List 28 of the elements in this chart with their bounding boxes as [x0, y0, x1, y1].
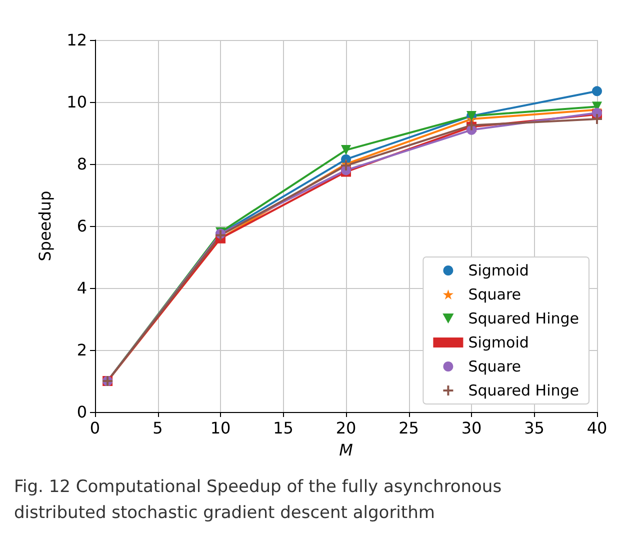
legend-label: Square [468, 286, 522, 304]
x-axis-title: M [339, 440, 354, 460]
y-tick-label: 0 [76, 402, 87, 422]
caption: Fig. 12 Computational Speedup of the fully asynchronous distributed stochastic gradient descent algorithm [14, 476, 503, 525]
x-tick-label: 40 [586, 418, 608, 438]
point [341, 145, 351, 156]
y-tick-label: 10 [66, 92, 87, 112]
x-tick-label: 35 [524, 418, 544, 438]
x-tick-label: 30 [461, 418, 482, 438]
x-tick-label: 25 [398, 418, 419, 438]
x-tick-label: 20 [336, 418, 356, 438]
x-tick-label: 5 [152, 418, 163, 438]
legend-label: Sigmoid [468, 262, 529, 280]
y-tick-label: 2 [76, 340, 87, 360]
x-tick-label: 15 [273, 418, 294, 438]
legend-label: Squared Hinge [468, 310, 580, 328]
y-tick-label: 8 [76, 154, 87, 174]
x-tick-label: 0 [90, 418, 100, 438]
legend-label: Square [468, 358, 522, 376]
y-tick-label: 4 [76, 278, 87, 298]
point [592, 114, 602, 124]
y-tick-label: 12 [66, 30, 87, 50]
y-tick-label: 6 [76, 216, 87, 236]
point [592, 86, 602, 96]
legend-label: Squared Hinge [468, 382, 580, 400]
legend-label: Sigmoid [468, 334, 529, 352]
y-axis-title: Speedup [36, 190, 54, 262]
x-tick-label: 10 [210, 418, 231, 438]
